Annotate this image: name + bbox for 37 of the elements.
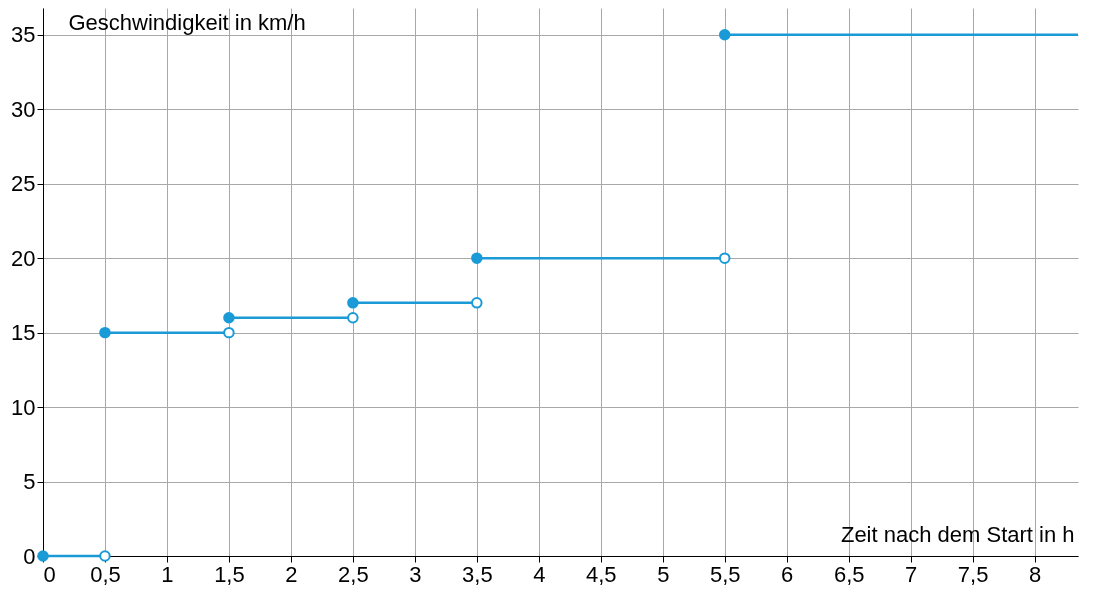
- x-tick-label: 8: [1028, 561, 1042, 587]
- y-tick-label: 0: [23, 543, 36, 569]
- x-tick-label: 4: [533, 561, 546, 587]
- point: [99, 550, 111, 562]
- y-tick-label: 25: [11, 171, 36, 197]
- x-tick-label: 3,5: [462, 561, 493, 587]
- x-tick-label: 2: [285, 561, 298, 587]
- y-tick-label: 15: [11, 320, 36, 346]
- x-axis-title: Zeit nach dem Start in h: [840, 521, 1075, 547]
- x-tick-label: 6: [781, 561, 794, 587]
- point: [347, 312, 359, 324]
- x-tick-label: 0: [43, 561, 56, 587]
- point: [471, 297, 483, 309]
- x-tick-label: 7: [905, 561, 918, 587]
- point: [347, 297, 359, 309]
- y-tick-label: 20: [11, 245, 36, 271]
- x-tick-label: 1,5: [214, 561, 245, 587]
- point: [223, 312, 235, 324]
- x-tick-label: 6,5: [833, 561, 865, 587]
- point: [223, 326, 235, 339]
- y-tick-label: 10: [11, 394, 36, 420]
- x-tick-label: 4,5: [585, 561, 617, 587]
- x-tick-label: 1: [161, 561, 174, 587]
- x-tick-label: 0,5: [90, 561, 121, 587]
- y-axis-title: Geschwindigkeit in km/h: [68, 9, 306, 35]
- point: [99, 326, 111, 339]
- point: [718, 29, 731, 41]
- y-tick-label: 35: [11, 22, 36, 48]
- point: [718, 252, 731, 264]
- x-tick-label: 5,5: [709, 561, 741, 587]
- x-tick-label: 2,5: [338, 561, 369, 587]
- x-tick-label: 7,5: [957, 561, 989, 587]
- point: [471, 252, 483, 264]
- y-tick-label: 5: [23, 469, 36, 495]
- x-tick-label: 5: [657, 561, 670, 587]
- x-tick-label: 3: [409, 561, 422, 587]
- y-tick-label: 30: [11, 96, 36, 122]
